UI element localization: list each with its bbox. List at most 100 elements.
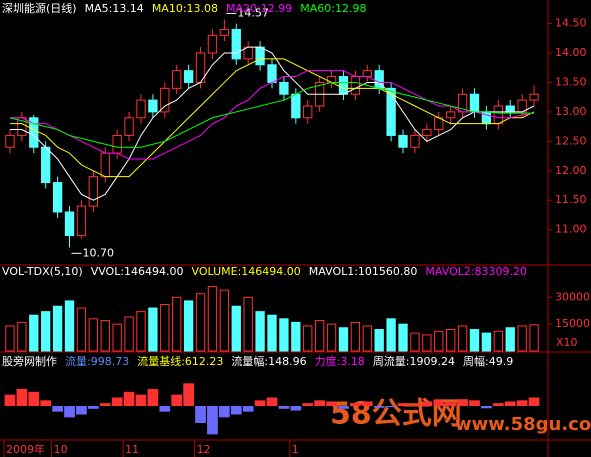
y-tick-label: 11.50	[555, 193, 587, 206]
volume-bar	[195, 293, 206, 352]
volume-bar	[112, 323, 122, 352]
x-tick-label: 11	[125, 443, 139, 456]
candle-body	[100, 152, 110, 178]
volume-bar	[124, 316, 134, 352]
ma-line	[9, 70, 535, 160]
volume-bar	[469, 329, 480, 352]
candle-body	[41, 146, 51, 184]
ma-line	[9, 46, 535, 201]
x-tick-label: 12	[197, 443, 211, 456]
volume-bar	[183, 300, 194, 352]
flow-bar	[195, 406, 206, 423]
header-item: VOL-TDX(5,10)	[2, 265, 83, 278]
flow-bar	[528, 397, 540, 406]
candle-body	[5, 134, 15, 148]
candle-body	[398, 134, 408, 148]
header-item: 力度:3.18	[315, 354, 365, 368]
volume-bar	[529, 324, 539, 352]
volume-bar	[279, 318, 289, 352]
flow-bar	[350, 403, 361, 406]
candle-body	[529, 93, 539, 101]
candle-body	[88, 176, 99, 207]
volume-bar	[219, 289, 230, 352]
y-tick-label: 15000	[555, 317, 590, 330]
candle-body	[303, 105, 313, 119]
candle-body	[279, 81, 289, 95]
y-tick-label: 12.00	[555, 164, 587, 177]
volume-bar	[374, 329, 384, 352]
watermark-url: www.58gu.com	[455, 414, 591, 435]
candle-body	[493, 105, 503, 125]
candle-body	[124, 117, 134, 136]
volume-bar	[64, 300, 75, 352]
header-item: VOLUME:146494.00	[192, 265, 301, 278]
volume-bar	[434, 330, 444, 352]
header-item: VVOL:146494.00	[91, 265, 184, 278]
volume-bar	[172, 296, 182, 352]
y-tick-label: 14.50	[555, 17, 587, 30]
volume-bar	[398, 323, 408, 352]
volume-bar	[41, 311, 51, 352]
volume-bar	[76, 307, 87, 352]
volume-bar	[5, 325, 15, 352]
candle-body	[362, 70, 372, 78]
candle-body	[445, 111, 456, 119]
header-item: MAVOL2:83309.20	[425, 265, 527, 278]
flow-bar	[52, 406, 63, 412]
flow-bar	[373, 406, 385, 408]
header-item: MA60:12.98	[300, 2, 366, 15]
x-tick-label: 1	[292, 443, 299, 456]
volume-bar	[481, 332, 492, 352]
volume-bar	[386, 318, 396, 352]
flow-bar	[218, 406, 230, 418]
candle-body	[219, 28, 230, 36]
volume-bar	[255, 311, 265, 352]
volume-bar	[207, 286, 218, 352]
volume-bar	[52, 305, 63, 352]
flow-bar	[40, 400, 52, 406]
y-tick-label: 13.00	[555, 105, 587, 118]
flow-bar	[361, 401, 373, 406]
volume-bar	[303, 325, 313, 352]
ma-line	[9, 81, 535, 148]
annotation: 14.57	[237, 6, 269, 19]
flow-bar	[290, 406, 302, 411]
flow-bar	[123, 391, 135, 406]
volume-bar	[267, 314, 277, 352]
volume-bar	[160, 303, 170, 352]
flow-bar	[87, 406, 99, 409]
candle-body	[112, 134, 122, 154]
flow-bar	[278, 406, 290, 409]
volume-bar	[291, 321, 301, 352]
header-item: MA5:13.14	[85, 2, 144, 15]
volume-bar	[148, 307, 158, 352]
candle-body	[469, 93, 480, 113]
candle-body	[52, 182, 63, 213]
x-tick-label: 10	[54, 443, 68, 456]
flow-bar	[302, 403, 314, 406]
flow-bar	[16, 389, 28, 406]
candle-body	[255, 46, 265, 66]
header-item: MAVOL1:101560.80	[309, 265, 418, 278]
flow-bar	[242, 406, 254, 412]
flow-bar	[433, 400, 445, 406]
volume-bar	[231, 305, 241, 352]
candle-body	[422, 129, 432, 136]
header-item: 周流量:1909.24	[373, 354, 455, 368]
volume-bar	[517, 325, 527, 352]
volume-bar	[314, 320, 325, 352]
volume-bar	[17, 321, 27, 352]
flow-bar	[338, 406, 349, 409]
candle-body	[148, 99, 158, 113]
volume-bar	[100, 320, 110, 352]
volume-bar	[350, 321, 361, 352]
annotation: 10.70	[83, 246, 115, 259]
volume-bar	[493, 330, 503, 352]
header-item: MA10:13.08	[152, 2, 218, 15]
candle-body	[76, 205, 87, 237]
y-tick-label: 13.50	[555, 75, 587, 88]
volume-bar	[243, 296, 253, 352]
candle-body	[267, 64, 277, 83]
header-item: 流量:998.73	[65, 354, 129, 368]
